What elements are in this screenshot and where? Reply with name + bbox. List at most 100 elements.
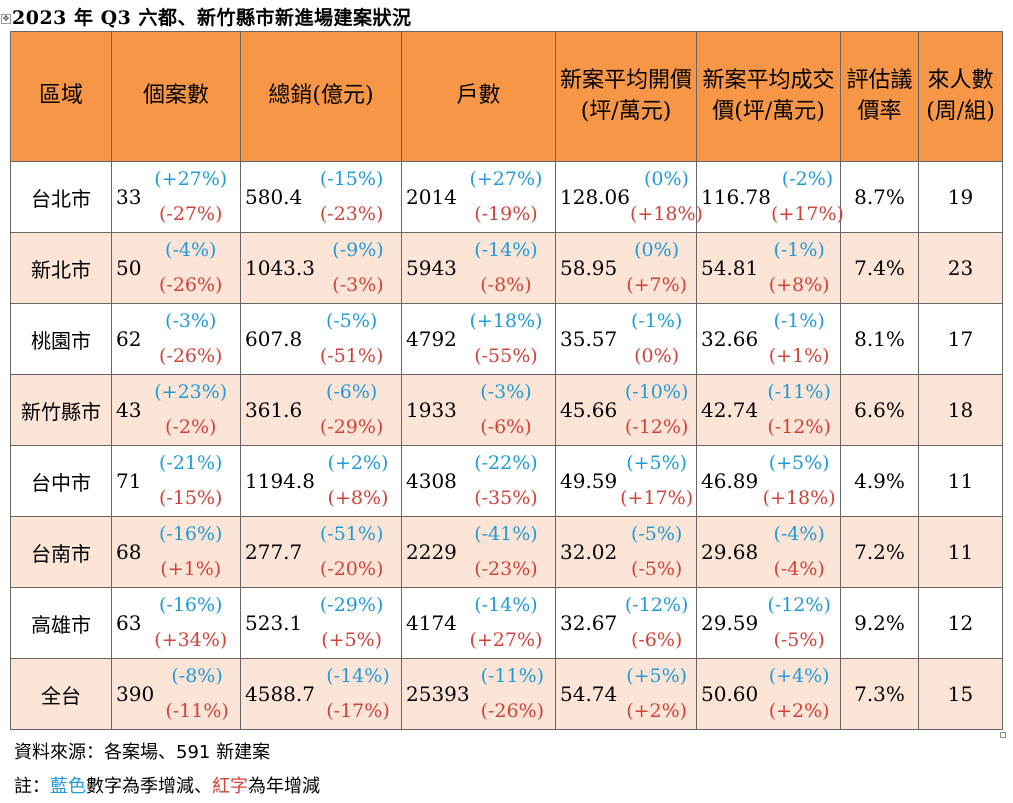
year-change: (-6%) bbox=[630, 629, 683, 651]
year-change: (+1%) bbox=[160, 558, 222, 580]
table-row: 新竹縣市 43 (+23%) (-2%) 361.6 (-6%) (-29%) 1933 (-3… bbox=[10, 374, 1003, 446]
header-bargain: 評估議價率 bbox=[840, 31, 919, 162]
open-price-cell-content: 32.02 (-5%) (-5%) bbox=[556, 517, 696, 587]
change-stack: (-16%) (+34%) bbox=[141, 588, 240, 658]
deal-price-cell: 50.60 (+4%) (+2%) bbox=[696, 658, 841, 730]
deal-price-cell: 42.74 (-11%) (-12%) bbox=[696, 374, 841, 446]
cases-cell-content: 390 (-8%) (-11%) bbox=[112, 659, 240, 729]
table-row: 台中市 71 (-21%) (-15%) 1194.8 (+2%) (+8%) 4308 (-2… bbox=[10, 445, 1003, 517]
change-stack: (-1%) (0%) bbox=[617, 304, 696, 374]
value: 33 bbox=[116, 185, 142, 209]
visitors-cell: 12 bbox=[918, 587, 1003, 659]
value: 277.7 bbox=[245, 540, 303, 564]
deal-price-cell: 46.89 (+5%) (+18%) bbox=[696, 445, 841, 517]
cases-cell-content: 33 (+27%) (-27%) bbox=[112, 162, 240, 232]
value: 58.95 bbox=[560, 256, 618, 280]
cases-cell: 50 (-4%) (-26%) bbox=[111, 232, 241, 304]
change-stack: (-22%) (-35%) bbox=[457, 446, 555, 516]
visitors-cell: 11 bbox=[918, 516, 1003, 588]
quarter-change: (0%) bbox=[634, 239, 680, 261]
year-change: (-5%) bbox=[773, 629, 825, 651]
open-price-cell: 32.02 (-5%) (-5%) bbox=[555, 516, 697, 588]
year-change: (-23%) bbox=[474, 558, 538, 580]
value: 1933 bbox=[406, 398, 457, 422]
change-stack: (-15%) (-23%) bbox=[302, 162, 401, 232]
year-change: (-6%) bbox=[480, 416, 532, 438]
legend-blue-word: 藍色 bbox=[50, 776, 86, 797]
sales-cell-content: 361.6 (-6%) (-29%) bbox=[241, 375, 401, 445]
sales-cell-content: 277.7 (-51%) (-20%) bbox=[241, 517, 401, 587]
visitors-cell: 17 bbox=[918, 303, 1003, 375]
value: 128.06 bbox=[560, 185, 630, 209]
change-stack: (-4%) (-26%) bbox=[141, 233, 240, 303]
value: 54.81 bbox=[701, 256, 759, 280]
cases-cell-content: 71 (-21%) (-15%) bbox=[112, 446, 240, 516]
change-stack: (-6%) (-29%) bbox=[302, 375, 401, 445]
cases-cell-content: 68 (-16%) (+1%) bbox=[112, 517, 240, 587]
year-change: (+17%) bbox=[770, 203, 844, 225]
table-resize-handle[interactable] bbox=[1000, 732, 1006, 738]
change-stack: (+2%) (+8%) bbox=[315, 446, 401, 516]
sales-cell-content: 607.8 (-5%) (-51%) bbox=[241, 304, 401, 374]
quarter-change: (-8%) bbox=[171, 665, 223, 687]
quarter-change: (-15%) bbox=[319, 168, 384, 190]
cases-cell-content: 50 (-4%) (-26%) bbox=[112, 233, 240, 303]
year-change: (+7%) bbox=[626, 274, 688, 296]
value: 4792 bbox=[406, 327, 457, 351]
legend-prefix: 註： bbox=[14, 776, 50, 797]
open-price-cell: 35.57 (-1%) (0%) bbox=[555, 303, 697, 375]
change-stack: (-8%) (-11%) bbox=[154, 659, 240, 729]
sales-cell: 580.4 (-15%) (-23%) bbox=[240, 161, 402, 233]
year-change: (+2%) bbox=[626, 700, 688, 722]
year-change: (+17%) bbox=[620, 487, 694, 509]
year-change: (-23%) bbox=[319, 203, 384, 225]
sales-cell-content: 1043.3 (-9%) (-3%) bbox=[241, 233, 401, 303]
quarter-change: (-9%) bbox=[332, 239, 384, 261]
quarter-change: (+2%) bbox=[327, 452, 389, 474]
quarter-change: (+27%) bbox=[154, 168, 228, 190]
units-cell-content: 25393 (-11%) (-26%) bbox=[402, 659, 555, 729]
region-cell: 高雄市 bbox=[10, 587, 112, 659]
year-change: (-29%) bbox=[319, 416, 384, 438]
change-stack: (-16%) (+1%) bbox=[141, 517, 240, 587]
sales-cell-content: 4588.7 (-14%) (-17%) bbox=[241, 659, 401, 729]
header-row: 區域 個案數 總銷(億元) 戶數 新案平均開價(坪/萬元) 新案平均成交價(坪/… bbox=[10, 31, 1003, 162]
value: 4588.7 bbox=[245, 682, 315, 706]
change-stack: (+5%) (+2%) bbox=[617, 659, 696, 729]
cases-cell: 43 (+23%) (-2%) bbox=[111, 374, 241, 446]
header-cases: 個案數 bbox=[111, 31, 241, 162]
value: 71 bbox=[116, 469, 142, 493]
quarter-change: (-6%) bbox=[325, 381, 378, 403]
year-change: (-17%) bbox=[326, 700, 390, 722]
value: 32.02 bbox=[560, 540, 618, 564]
year-change: (-19%) bbox=[474, 203, 538, 225]
quarter-change: (0%) bbox=[643, 168, 689, 190]
deal-price-cell: 29.59 (-12%) (-5%) bbox=[696, 587, 841, 659]
value: 29.68 bbox=[701, 540, 759, 564]
quarter-change: (-16%) bbox=[158, 594, 223, 616]
sales-cell: 361.6 (-6%) (-29%) bbox=[240, 374, 402, 446]
year-change: (-2%) bbox=[165, 416, 217, 438]
year-change: (+18%) bbox=[762, 487, 836, 509]
year-change: (-11%) bbox=[165, 700, 229, 722]
year-change: (+8%) bbox=[327, 487, 389, 509]
deal-price-cell-content: 50.60 (+4%) (+2%) bbox=[697, 659, 840, 729]
quarter-change: (-41%) bbox=[474, 523, 538, 545]
year-change: (0%) bbox=[634, 345, 680, 367]
table-move-handle-icon[interactable]: ✥ bbox=[1, 14, 11, 24]
open-price-cell-content: 45.66 (-10%) (-12%) bbox=[556, 375, 696, 445]
bargain-cell: 4.9% bbox=[840, 445, 919, 517]
change-stack: (-29%) (+5%) bbox=[302, 588, 401, 658]
change-stack: (0%) (+7%) bbox=[617, 233, 696, 303]
year-change: (-55%) bbox=[474, 345, 538, 367]
quarter-change: (-11%) bbox=[767, 381, 831, 403]
value: 63 bbox=[116, 611, 142, 635]
value: 390 bbox=[116, 682, 155, 706]
year-change: (-51%) bbox=[319, 345, 384, 367]
year-change: (-15%) bbox=[158, 487, 223, 509]
open-price-cell-content: 128.06 (0%) (+18%) bbox=[556, 162, 703, 232]
region-cell: 台北市 bbox=[10, 161, 112, 233]
units-cell: 2229 (-41%) (-23%) bbox=[401, 516, 556, 588]
visitors-cell: 19 bbox=[918, 161, 1003, 233]
quarter-change: (-14%) bbox=[474, 239, 538, 261]
